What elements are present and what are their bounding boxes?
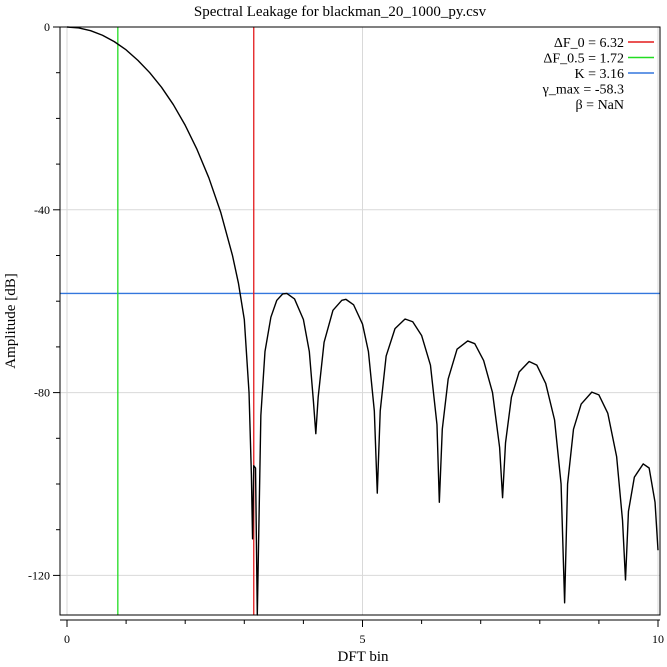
x-tick-label: 5: [360, 632, 366, 646]
grid: [60, 26, 660, 615]
legend-label: ΔF_0 = 6.32: [554, 36, 624, 51]
x-axis-title: DFT bin: [338, 649, 389, 665]
y-tick-label: 0: [44, 20, 50, 34]
plot-frame: [59, 26, 661, 616]
legend-label: ΔF_0.5 = 1.72: [543, 52, 624, 67]
axes: 0 5 10 0 -40 -80 -120: [28, 20, 664, 646]
legend-label: β = NaN: [576, 98, 624, 113]
y-tick-label: -120: [28, 568, 50, 582]
legend-label: K = 3.16: [574, 67, 624, 82]
chart-title: Spectral Leakage for blackman_20_1000_py…: [194, 4, 487, 20]
y-tick-label: -80: [34, 386, 50, 400]
y-axis-title: Amplitude [dB]: [3, 273, 19, 368]
x-tick-label: 10: [652, 632, 664, 646]
marker-lines: [60, 27, 660, 615]
x-tick-label: 0: [64, 632, 70, 646]
y-tick-label: -40: [34, 203, 50, 217]
legend-label: γ_max = -58.3: [542, 83, 624, 98]
spectrum-series-line: [66, 26, 659, 616]
series-group: [66, 26, 659, 616]
